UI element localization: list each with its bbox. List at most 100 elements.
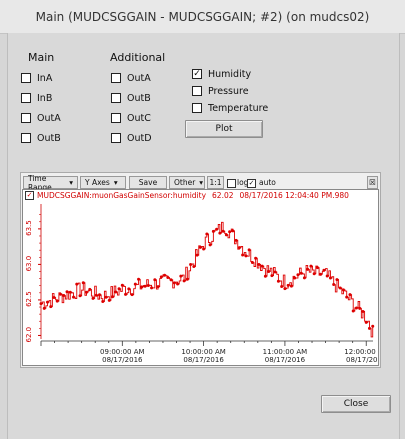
data-point (133, 282, 137, 286)
checkbox-box[interactable] (21, 73, 31, 83)
data-point (117, 287, 121, 291)
checkbox-box[interactable] (21, 93, 31, 103)
legend-series-name: MUDCSGGAIN:muonGasGainSensor:humidity (37, 191, 207, 200)
data-point (153, 278, 157, 282)
data-point (254, 256, 258, 260)
data-point (260, 264, 264, 268)
checkbox-label: Humidity (208, 68, 252, 80)
data-point (78, 294, 82, 298)
checkbox-box[interactable] (111, 113, 121, 123)
data-point (198, 245, 202, 249)
data-point (286, 283, 290, 287)
data-point (85, 290, 89, 294)
data-point (247, 248, 251, 252)
data-point (156, 285, 160, 289)
plot-button[interactable]: Plot (185, 120, 263, 138)
checkbox-outa[interactable]: OutA (111, 71, 151, 85)
data-point (52, 296, 56, 300)
window-title: Main (MUDCSGGAIN - MUDCSGGAIN; #2) (on m… (35, 9, 370, 24)
checkbox-label: InA (37, 72, 53, 84)
checkbox-inb[interactable]: InB (21, 91, 52, 105)
x-tick-date: 08/17/2016 (346, 356, 378, 364)
log-label: log (237, 178, 249, 187)
data-point (345, 295, 349, 299)
data-point (169, 278, 173, 282)
data-point (127, 287, 131, 291)
window-titlebar: Main (MUDCSGGAIN - MUDCSGGAIN; #2) (on m… (0, 0, 405, 34)
dropdown-arrow-icon: ▾ (199, 178, 204, 187)
data-point (55, 299, 59, 303)
checkbox-label: OutC (127, 112, 151, 124)
data-point (312, 272, 316, 276)
additional-header: Additional (110, 51, 166, 64)
data-point (104, 295, 108, 299)
checkbox-label: Pressure (208, 85, 249, 97)
data-point (257, 262, 261, 266)
checkbox-ina[interactable]: InA (21, 71, 52, 85)
checkbox-outc[interactable]: OutC (111, 111, 151, 125)
checkbox-box[interactable] (21, 113, 31, 123)
data-point (270, 274, 274, 278)
log-checkbox[interactable] (227, 179, 236, 188)
y-tick-label: 62.5 (25, 291, 33, 307)
checkbox-box[interactable] (111, 133, 121, 143)
data-point (325, 274, 329, 278)
x-tick-date: 08/17/2016 (265, 356, 306, 364)
checkbox-box[interactable] (111, 93, 121, 103)
x-tick-time: 11:00:00 AM (263, 348, 308, 356)
data-point (65, 290, 69, 294)
checkbox-label: Temperature (208, 102, 269, 114)
chart-panel: Time Range ▾ Y Axes ▾ Save Other ▾ 1:1 l… (20, 172, 381, 368)
data-point (107, 298, 111, 302)
data-point (91, 296, 95, 300)
data-point (98, 293, 102, 297)
checkbox-box[interactable] (21, 133, 31, 143)
checkbox-outd[interactable]: OutD (111, 131, 152, 145)
checkbox-label: OutA (127, 72, 151, 84)
close-button[interactable]: Close (321, 395, 391, 413)
data-point (283, 287, 287, 291)
save-button[interactable]: Save (129, 176, 167, 189)
data-point (341, 288, 345, 292)
data-point (309, 264, 313, 268)
checkbox-humidity[interactable]: ✓ Humidity (192, 67, 251, 81)
data-point (49, 305, 53, 309)
data-point (68, 290, 72, 294)
checkbox-box[interactable] (192, 86, 202, 96)
data-point (332, 283, 336, 287)
checkbox-box[interactable] (111, 73, 121, 83)
y-axes-dropdown[interactable]: Y Axes ▾ (80, 176, 126, 189)
data-point (328, 276, 332, 280)
data-point (280, 284, 284, 288)
checkbox-box[interactable]: ✓ (192, 69, 202, 79)
data-point (94, 293, 98, 297)
data-point (358, 306, 362, 310)
data-point (72, 295, 76, 299)
data-point (159, 275, 163, 279)
checkbox-box[interactable] (192, 103, 202, 113)
checkbox-outb[interactable]: OutB (111, 91, 151, 105)
data-point (302, 276, 306, 280)
y-tick-label: 63.0 (25, 256, 33, 272)
auto-label: auto (259, 178, 276, 187)
collapse-icon[interactable]: ☒ (367, 176, 378, 189)
time-range-dropdown[interactable]: Time Range ▾ (23, 174, 78, 192)
checkbox-temperature[interactable]: Temperature (192, 101, 268, 115)
checkbox-pressure[interactable]: Pressure (192, 84, 249, 98)
data-point (166, 275, 170, 279)
checkbox-outa[interactable]: OutA (21, 111, 61, 125)
data-point (351, 309, 355, 313)
data-point (231, 229, 235, 233)
checkbox-label: OutA (37, 112, 61, 124)
legend-checkbox[interactable]: ✓ (25, 191, 34, 200)
data-point (299, 271, 303, 275)
auto-checkbox[interactable]: ✓ (247, 179, 256, 188)
data-point (163, 273, 167, 277)
data-point (195, 253, 199, 257)
other-dropdown[interactable]: Other ▾ (169, 176, 205, 189)
data-point (185, 277, 189, 281)
ratio-button[interactable]: 1:1 (207, 176, 224, 189)
data-point (289, 284, 293, 288)
checkbox-outb[interactable]: OutB (21, 131, 61, 145)
data-point (46, 300, 50, 304)
